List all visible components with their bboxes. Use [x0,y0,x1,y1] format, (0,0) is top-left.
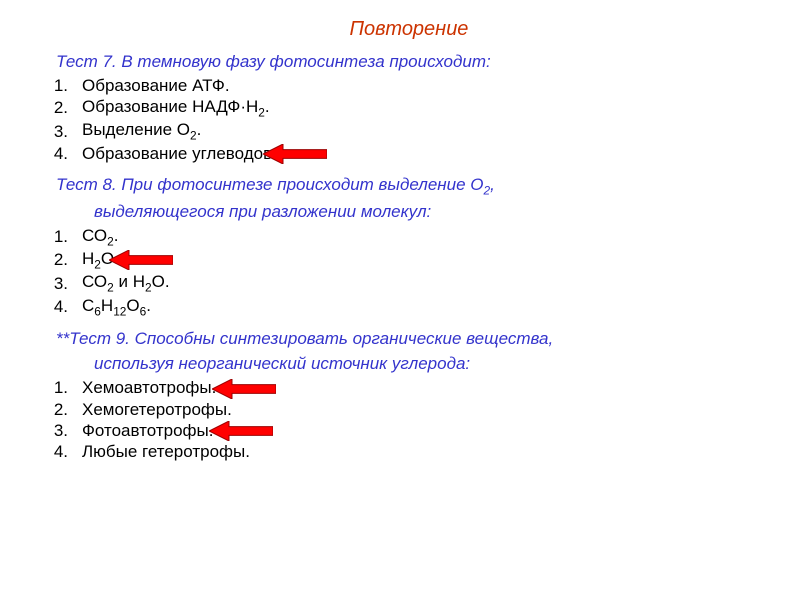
test-block: Тест 8. При фотосинтезе происходит выдел… [48,174,770,318]
option-number: 4. [48,297,68,317]
option-number: 3. [48,274,68,294]
test-block: **Тест 9. Способны синтезировать органич… [48,328,770,462]
answer-arrow-icon [212,379,276,399]
answer-arrow-icon [263,144,327,164]
option-text: Любые гетеротрофы. [82,442,250,462]
option-row: 1. СО2. [48,226,770,248]
option-number: 1. [48,227,68,247]
option-row: 2. Образование НАДФ·Н2. [48,97,770,119]
option-row: 3. Выделение О2. [48,120,770,142]
option-row: 1. Хемоавтотрофы. [48,378,770,399]
option-number: 2. [48,98,68,118]
option-number: 1. [48,76,68,96]
option-number: 3. [48,421,68,441]
option-row: 4. Любые гетеротрофы. [48,442,770,462]
option-text: СО2. [82,226,119,248]
option-text: Хемогетеротрофы. [82,400,232,420]
test-heading-cont: выделяющегося при разложении молекул: [56,201,770,224]
option-text: С6Н12О6. [82,296,151,318]
test-block: Тест 7. В темновую фазу фотосинтеза прои… [48,51,770,164]
test-heading: Тест 7. В темновую фазу фотосинтеза прои… [56,51,770,74]
option-text: Н2О. [82,249,173,271]
slide-container: Повторение Тест 7. В темновую фазу фотос… [0,0,800,462]
option-number: 4. [48,144,68,164]
option-text: Образование АТФ. [82,76,230,96]
option-number: 2. [48,400,68,420]
option-text: Хемоавтотрофы. [82,378,276,399]
option-row: 4. С6Н12О6. [48,296,770,318]
test-heading: Тест 8. При фотосинтезе происходит выдел… [56,174,770,198]
test-heading: **Тест 9. Способны синтезировать органич… [56,328,770,351]
option-number: 3. [48,122,68,142]
answer-arrow-icon [209,421,273,441]
option-row: 4. Образование углеводов. [48,144,770,165]
option-number: 4. [48,442,68,462]
option-row: 3. СО2 и Н2О. [48,272,770,294]
slide-title: Повторение [48,18,770,41]
option-row: 3. Фотоавтотрофы. [48,421,770,442]
test-heading-cont: используя неорганический источник углеро… [56,353,770,376]
option-number: 1. [48,378,68,398]
option-row: 1. Образование АТФ. [48,76,770,96]
option-text: Фотоавтотрофы. [82,421,273,442]
option-row: 2. Н2О. [48,249,770,271]
answer-arrow-icon [109,250,173,270]
option-text: СО2 и Н2О. [82,272,170,294]
option-text: Образование углеводов. [82,144,327,165]
option-number: 2. [48,250,68,270]
option-text: Образование НАДФ·Н2. [82,97,270,119]
tests-area: Тест 7. В темновую фазу фотосинтеза прои… [48,51,770,462]
option-row: 2. Хемогетеротрофы. [48,400,770,420]
option-text: Выделение О2. [82,120,201,142]
